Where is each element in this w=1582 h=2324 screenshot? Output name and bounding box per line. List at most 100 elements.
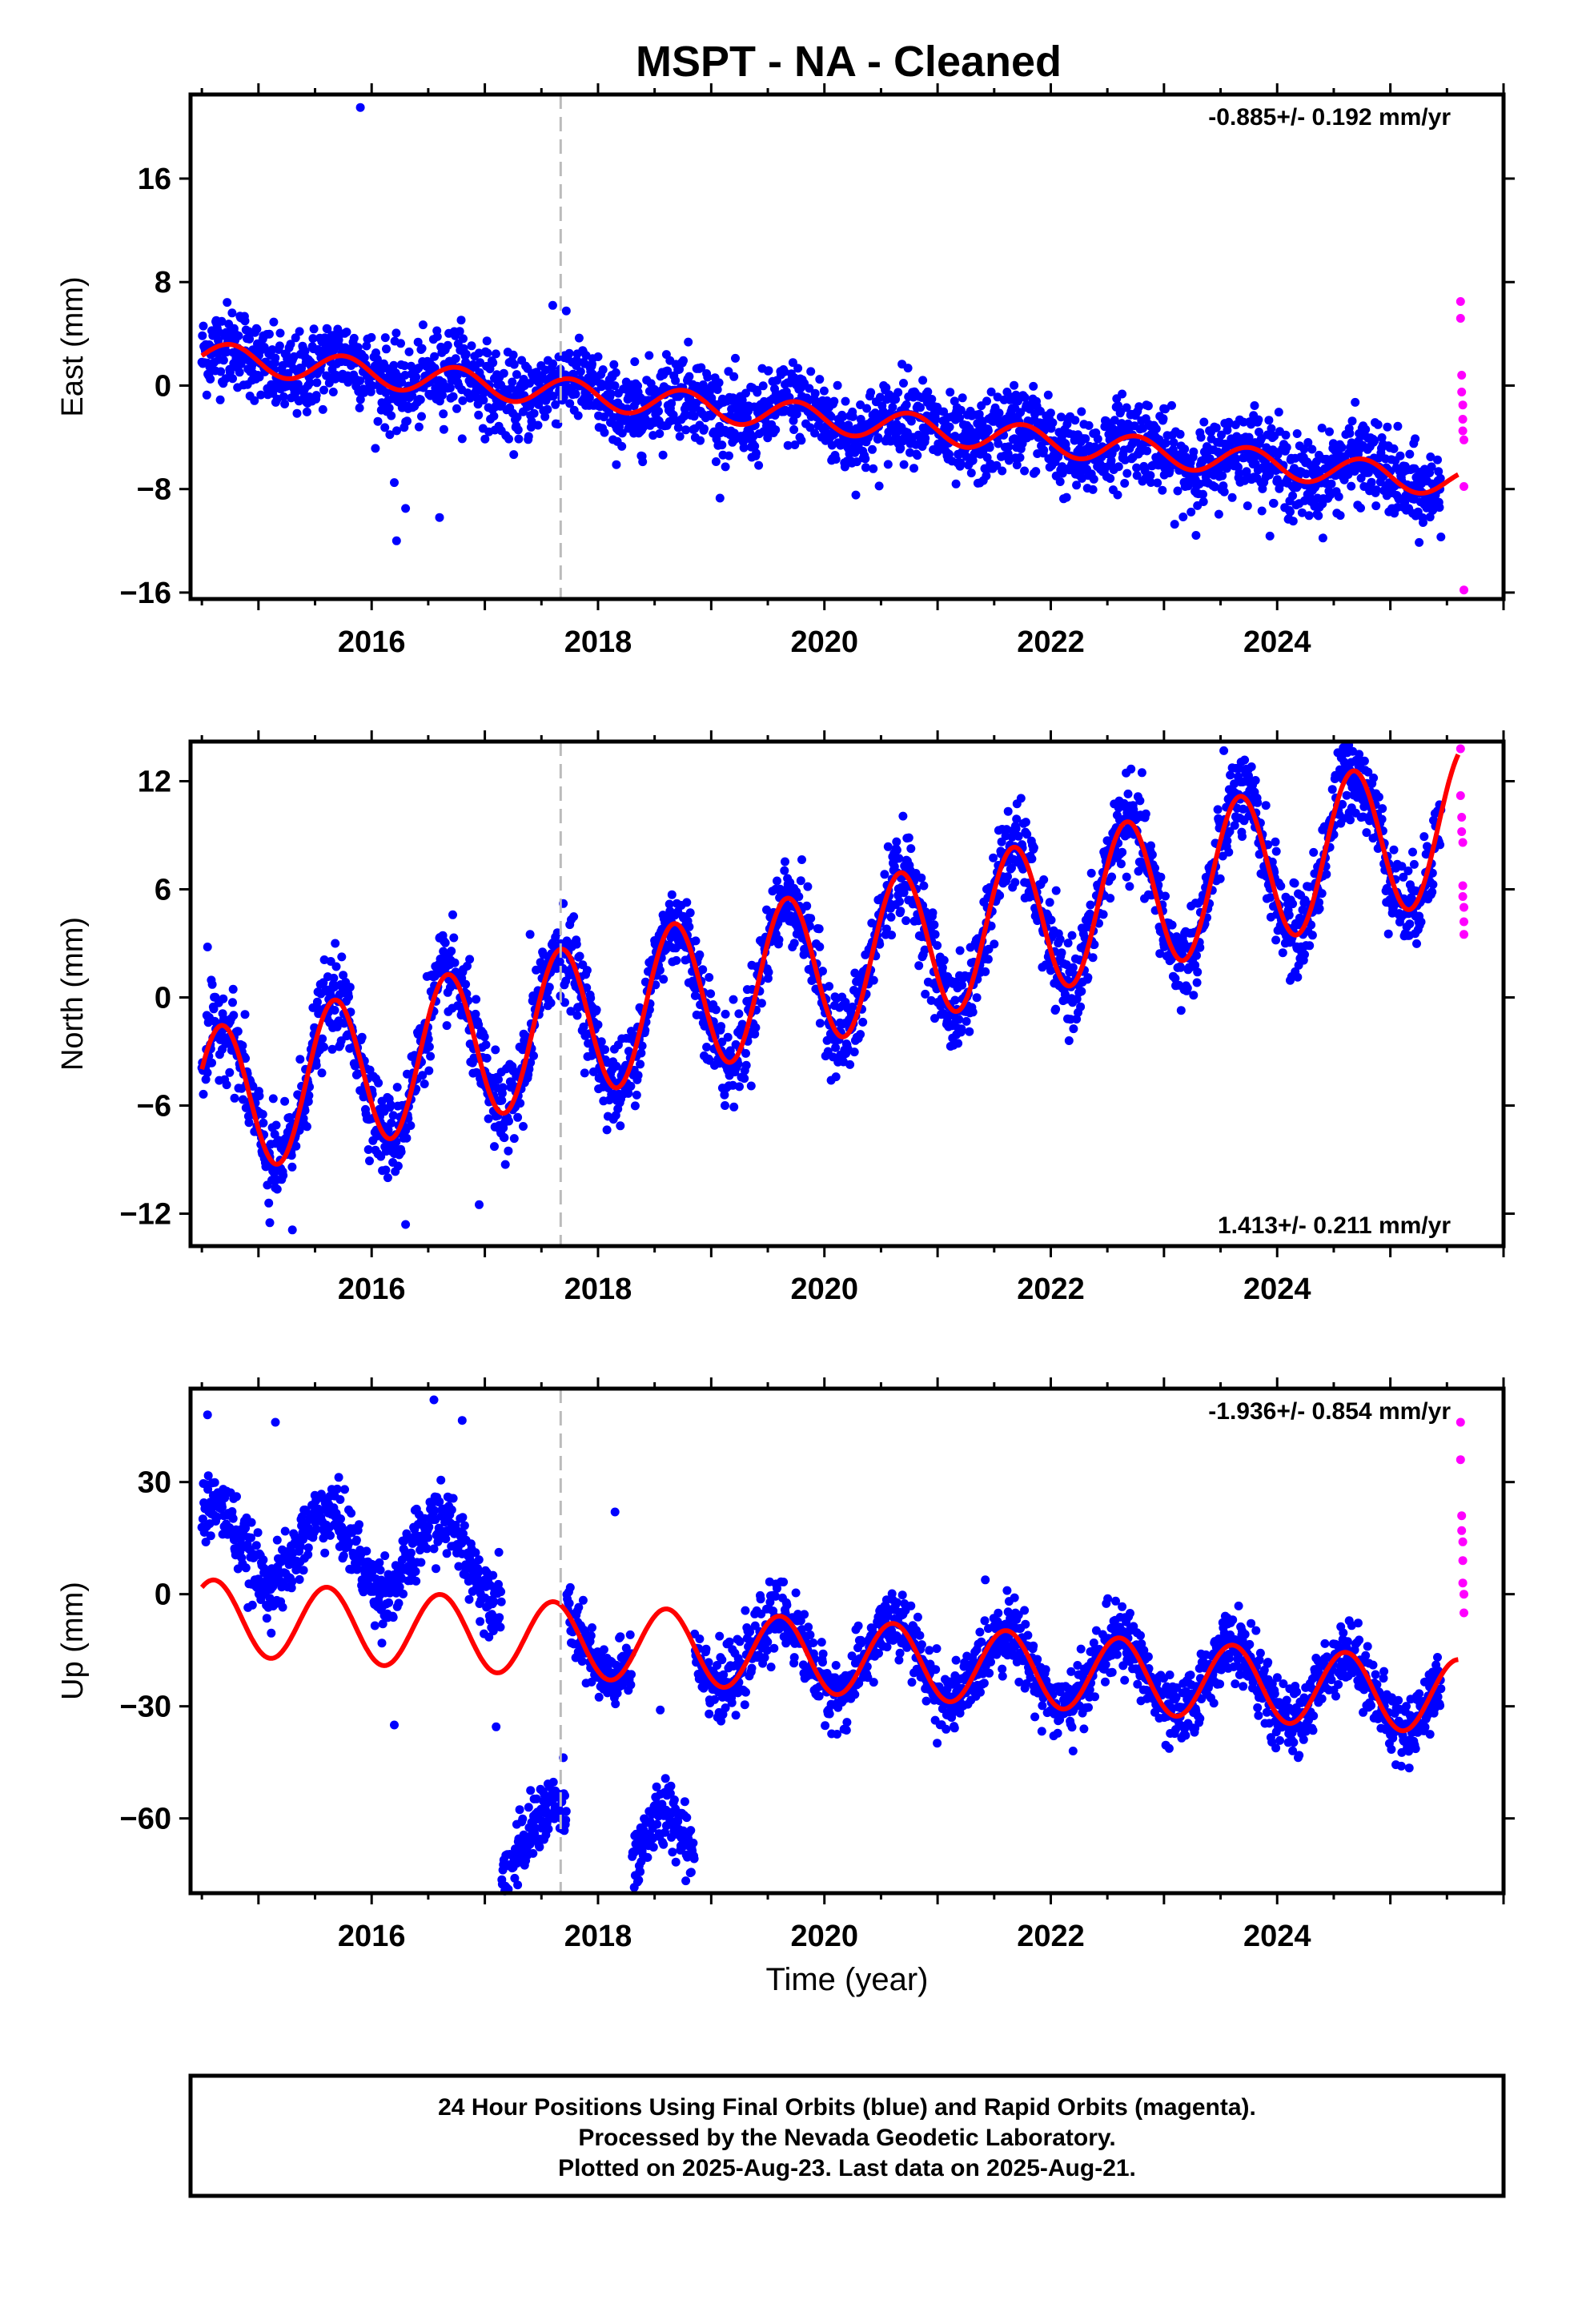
east-final-orbit-point (700, 424, 709, 433)
east-final-orbit-point (831, 455, 841, 464)
north-final-orbit-point (272, 1184, 282, 1194)
north-final-orbit-point (374, 1078, 383, 1088)
east-final-orbit-point (414, 422, 424, 432)
east-final-orbit-point (1048, 418, 1058, 428)
east-final-orbit-point (1191, 531, 1201, 540)
east-final-orbit-point (1435, 503, 1444, 513)
north-final-orbit-point (319, 1042, 328, 1051)
north-final-orbit-point (482, 1053, 492, 1063)
north-final-orbit-point (1182, 983, 1192, 993)
east-final-orbit-point (638, 457, 648, 467)
east-final-orbit-point (573, 411, 583, 420)
north-final-orbit-point (1300, 950, 1309, 959)
east-final-orbit-point (945, 422, 954, 432)
east-final-orbit-point (764, 366, 773, 376)
north-final-orbit-point (794, 892, 804, 902)
north-final-orbit-point (1068, 963, 1078, 972)
east-final-orbit-point (269, 317, 279, 327)
north-final-orbit-point (983, 955, 993, 964)
east-final-orbit-point (455, 327, 464, 336)
east-final-orbit-point (606, 389, 616, 399)
north-final-orbit-point (990, 939, 999, 949)
east-final-orbit-point (861, 454, 870, 464)
north-final-orbit-point (1011, 824, 1021, 834)
north-final-orbit-point (933, 941, 942, 951)
east-final-orbit-point (983, 426, 993, 436)
east-final-orbit-point (418, 320, 428, 330)
north-final-orbit-point (659, 975, 669, 984)
east-final-orbit-point (881, 383, 891, 392)
east-final-orbit-point (206, 374, 215, 384)
east-final-orbit-point (1377, 433, 1387, 442)
east-final-orbit-point (711, 457, 721, 466)
east-rate-label: -0.885+/- 0.192 mm/yr (1208, 104, 1451, 131)
east-final-orbit-point (1301, 469, 1311, 479)
east-final-orbit-point (909, 464, 918, 473)
east-final-orbit-point (617, 441, 627, 451)
north-final-orbit-point (928, 908, 938, 918)
north-final-orbit-point (228, 998, 237, 1007)
north-final-orbit-point (1123, 789, 1133, 798)
north-final-orbit-point (504, 1146, 513, 1156)
north-final-orbit-point (1146, 841, 1155, 850)
east-final-orbit-point (412, 372, 421, 382)
east-final-orbit-point (1143, 401, 1153, 411)
north-final-orbit-point (1189, 991, 1199, 1000)
east-final-orbit-point (584, 393, 594, 403)
east-final-orbit-point (1031, 467, 1041, 476)
east-final-orbit-point (1062, 493, 1071, 502)
north-final-orbit-point (1135, 796, 1145, 806)
east-final-orbit-point (312, 378, 322, 388)
east-final-orbit-point (264, 329, 274, 339)
east-final-orbit-point (1196, 432, 1206, 442)
north-final-orbit-point (1176, 1006, 1186, 1015)
north-final-orbit-point (789, 939, 799, 948)
north-final-orbit-point (481, 1040, 491, 1050)
east-final-orbit-point (540, 412, 550, 421)
east-final-orbit-point (391, 328, 401, 338)
east-final-orbit-point (1084, 420, 1094, 430)
east-final-orbit-point (1180, 444, 1190, 454)
east-final-orbit-point (508, 350, 518, 360)
east-final-orbit-point (367, 381, 377, 390)
east-final-orbit-point (896, 444, 905, 453)
east-final-orbit-point (956, 405, 966, 415)
east-final-orbit-point (1035, 406, 1045, 416)
east-final-orbit-point (387, 411, 396, 420)
north-final-orbit-point (344, 992, 353, 1002)
east-final-orbit-point (754, 460, 764, 470)
north-final-orbit-point (1067, 931, 1077, 940)
north-final-orbit-point (228, 984, 238, 994)
north-final-orbit-point (1251, 776, 1260, 785)
east-final-orbit-point (256, 390, 266, 400)
east-final-orbit-point (280, 400, 290, 408)
north-final-orbit-point (636, 1059, 645, 1069)
north-final-orbit-point (815, 942, 825, 951)
north-final-orbit-point (887, 931, 897, 940)
east-model (200, 342, 1460, 496)
east-final-orbit-point (1243, 501, 1252, 511)
north-final-orbit-point (1039, 875, 1049, 884)
east-final-orbit-point (945, 449, 954, 459)
north-final-orbit-point (1271, 935, 1281, 945)
east-final-orbit-point (739, 443, 749, 452)
east-final-orbit-point (250, 396, 259, 405)
north-final-orbit-point (1369, 773, 1379, 782)
east-final-orbit-point (611, 368, 620, 377)
north-final-orbit-point (484, 1114, 493, 1124)
east-final-orbit-point (1337, 443, 1347, 452)
east-final-orbit-point (430, 352, 440, 361)
north-final-orbit-point (1064, 1036, 1074, 1045)
north-final-orbit-point (258, 1110, 267, 1119)
east-final-orbit-point (1433, 455, 1442, 464)
north-final-orbit-point (856, 1030, 865, 1039)
east-final-orbit-point (893, 388, 903, 397)
north-final-orbit-point (685, 908, 695, 918)
north-final-orbit-point (572, 939, 581, 949)
east-final-orbit-point (1173, 486, 1182, 496)
east-final-orbit-point (319, 385, 328, 395)
north-final-orbit-point (513, 1112, 523, 1122)
east-x-tick-label: 2018 (564, 625, 632, 659)
east-final-orbit-point (467, 341, 476, 351)
north-final-orbit-point (1307, 931, 1317, 940)
